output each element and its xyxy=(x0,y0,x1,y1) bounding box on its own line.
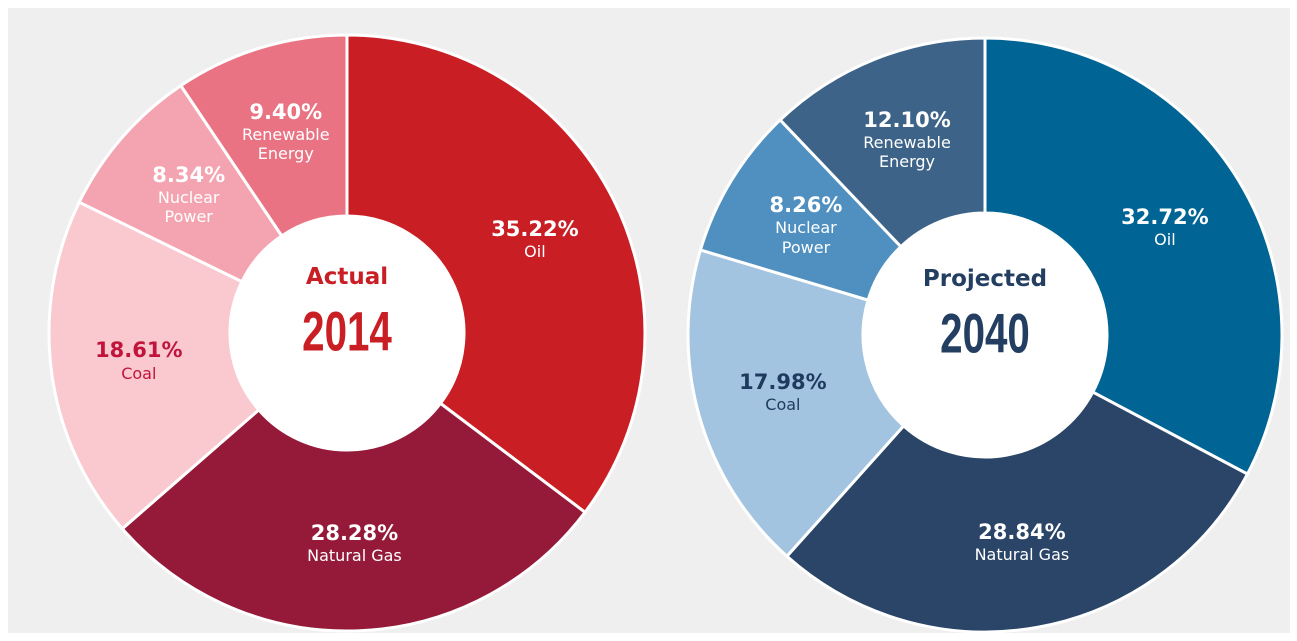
category-label: Natural Gas xyxy=(307,545,402,565)
slice-label: 8.34% Nuclear Power xyxy=(137,163,241,227)
value-label: 32.72% xyxy=(1121,204,1209,229)
category-label: Oil xyxy=(1154,229,1176,249)
category-label: Renewable Energy xyxy=(863,133,951,172)
category-label: Coal xyxy=(121,363,157,383)
slice-label: 17.98% Coal xyxy=(731,370,835,414)
slice-label: 9.40% Renewable Energy xyxy=(234,100,338,164)
value-label: 12.10% xyxy=(863,108,951,133)
value-label: 18.61% xyxy=(95,338,183,363)
value-label: 35.22% xyxy=(491,217,579,242)
slice-label: 18.61% Coal xyxy=(87,338,191,382)
category-label: Oil xyxy=(524,242,546,262)
slice-label: 28.28% Natural Gas xyxy=(302,521,406,565)
slice-label: 28.84% Natural Gas xyxy=(970,520,1074,564)
value-label: 28.84% xyxy=(978,519,1066,544)
value-label: 17.98% xyxy=(739,369,827,394)
donut-hole xyxy=(863,213,1107,457)
slice-label: 35.22% Oil xyxy=(483,217,587,261)
value-label: 8.34% xyxy=(152,163,226,188)
value-label: 9.40% xyxy=(249,100,323,125)
value-label: 28.28% xyxy=(310,520,399,545)
center-title: Projected xyxy=(922,266,1048,292)
slice-label: 32.72% Oil xyxy=(1113,205,1217,249)
center-subtitle: 2014 xyxy=(302,299,392,363)
category-label: Nuclear Power xyxy=(157,188,220,227)
donut-hole xyxy=(230,216,464,450)
category-label: Nuclear Power xyxy=(775,218,837,257)
category-label: Coal xyxy=(765,395,801,415)
center-subtitle: 2040 xyxy=(940,301,1030,365)
slice-label: 12.10% Renewable Energy xyxy=(855,108,959,172)
center-title: Actual xyxy=(305,264,389,290)
category-label: Natural Gas xyxy=(974,544,1070,564)
value-label: 8.26% xyxy=(769,193,843,218)
slice-label: 8.26% Nuclear Power xyxy=(754,193,858,257)
category-label: Renewable Energy xyxy=(242,125,330,164)
